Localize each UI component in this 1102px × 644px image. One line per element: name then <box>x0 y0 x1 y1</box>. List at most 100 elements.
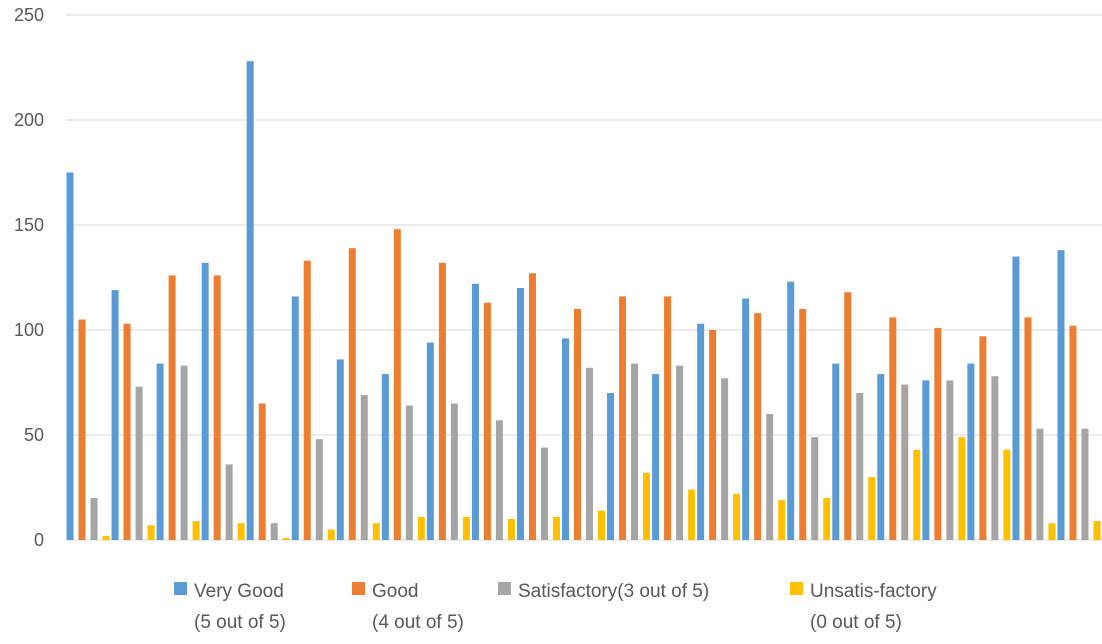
legend-label: Satisfactory(3 out of 5) <box>518 581 709 602</box>
bar-good-9 <box>438 262 446 540</box>
bar-satisfactory-3-out-of-5-1 <box>90 498 98 540</box>
y-tick-label: 250 <box>14 5 44 25</box>
legend: Very Good (5 out of 5) Good (4 out of 5) Sat… <box>174 581 937 633</box>
bars <box>66 61 1101 540</box>
legend-label-line2: (5 out of 5) <box>194 612 286 633</box>
bar-satisfactory-3-out-of-5-12 <box>586 367 593 540</box>
bar-good-16 <box>754 313 762 540</box>
bar-very-good-3 <box>156 363 164 540</box>
bar-unsatis-factory-8 <box>417 516 425 540</box>
bar-good-6 <box>303 260 311 540</box>
bar-good-18 <box>844 292 852 540</box>
bar-good-2 <box>123 323 131 540</box>
y-tick-label: 50 <box>24 425 44 445</box>
bar-unsatis-factory-11 <box>552 516 560 540</box>
bar-satisfactory-3-out-of-5-14 <box>676 365 684 540</box>
legend-label-line2: (4 out of 5) <box>372 612 464 633</box>
bar-very-good-20 <box>922 380 930 540</box>
bar-good-15 <box>709 330 717 540</box>
bar-very-good-2 <box>111 290 119 540</box>
bar-good-3 <box>168 275 176 540</box>
bar-satisfactory-3-out-of-5-23 <box>1081 428 1089 540</box>
bar-unsatis-factory-22 <box>1048 523 1056 540</box>
bar-satisfactory-3-out-of-5-19 <box>901 384 909 540</box>
bar-very-good-10 <box>471 283 479 540</box>
bar-good-11 <box>528 273 536 540</box>
bar-good-8 <box>393 229 401 540</box>
bar-satisfactory-3-out-of-5-6 <box>315 439 323 540</box>
bar-satisfactory-3-out-of-5-18 <box>856 393 864 540</box>
bar-unsatis-factory-2 <box>147 525 155 540</box>
bar-good-22 <box>1024 317 1032 540</box>
bar-very-good-5 <box>246 61 254 540</box>
bar-very-good-23 <box>1057 250 1065 540</box>
bar-unsatis-factory-17 <box>823 498 831 540</box>
bar-unsatis-factory-9 <box>462 516 470 540</box>
bar-satisfactory-3-out-of-5-4 <box>225 464 233 540</box>
bar-good-12 <box>574 309 581 540</box>
legend-swatch <box>498 582 511 595</box>
bar-very-good-7 <box>336 359 344 540</box>
bar-very-good-19 <box>877 374 885 540</box>
bar-good-4 <box>213 275 221 540</box>
y-tick-label: 100 <box>14 320 44 340</box>
bar-good-14 <box>664 296 672 540</box>
bar-unsatis-factory-3 <box>192 521 200 540</box>
bar-satisfactory-3-out-of-5-17 <box>811 437 819 540</box>
bar-satisfactory-3-out-of-5-2 <box>135 386 143 540</box>
y-tick-label: 150 <box>14 215 44 235</box>
bar-unsatis-factory-21 <box>1003 449 1011 540</box>
legend-item: Good (4 out of 5) <box>352 581 464 633</box>
bar-unsatis-factory-10 <box>507 519 515 540</box>
y-axis-tick-labels: 0 50 100 150 200 250 <box>14 5 44 550</box>
bar-satisfactory-3-out-of-5-20 <box>946 380 954 540</box>
bar-satisfactory-3-out-of-5-10 <box>495 420 503 540</box>
bar-very-good-14 <box>652 374 660 540</box>
bar-good-5 <box>258 403 266 540</box>
legend-swatch <box>790 582 803 595</box>
bar-satisfactory-3-out-of-5-9 <box>450 403 458 540</box>
legend-label: Very Good <box>194 581 284 602</box>
bar-very-good-1 <box>66 172 74 540</box>
bar-unsatis-factory-19 <box>913 449 921 540</box>
bar-good-10 <box>483 302 491 540</box>
bar-good-7 <box>348 248 356 540</box>
bar-unsatis-factory-5 <box>282 537 290 540</box>
bar-very-good-13 <box>607 393 615 540</box>
bar-satisfactory-3-out-of-5-11 <box>540 447 548 540</box>
bar-very-good-4 <box>201 262 209 540</box>
bar-very-good-16 <box>742 298 750 540</box>
bar-unsatis-factory-15 <box>733 493 741 540</box>
bar-satisfactory-3-out-of-5-16 <box>766 414 774 540</box>
bar-unsatis-factory-7 <box>372 523 380 540</box>
bar-very-good-11 <box>516 288 524 540</box>
bar-unsatis-factory-23 <box>1093 521 1101 540</box>
legend-swatch <box>174 582 187 595</box>
bar-good-17 <box>799 309 807 540</box>
legend-label: Good <box>372 581 418 602</box>
bar-good-23 <box>1069 325 1077 540</box>
bar-unsatis-factory-6 <box>327 529 335 540</box>
bar-unsatis-factory-13 <box>643 472 651 540</box>
bar-unsatis-factory-18 <box>868 477 876 540</box>
legend-item: Unsatis-factory (0 out of 5) <box>790 581 937 633</box>
bar-satisfactory-3-out-of-5-15 <box>721 378 729 540</box>
y-tick-label: 0 <box>34 530 44 550</box>
bar-very-good-22 <box>1012 256 1020 540</box>
bar-very-good-17 <box>787 281 795 540</box>
bar-satisfactory-3-out-of-5-8 <box>405 405 413 540</box>
bar-satisfactory-3-out-of-5-13 <box>631 363 639 540</box>
legend-item: Satisfactory(3 out of 5) <box>498 581 709 602</box>
legend-label-line2: (0 out of 5) <box>810 612 902 633</box>
legend-swatch <box>352 582 365 595</box>
bar-good-1 <box>78 319 86 540</box>
bar-very-good-8 <box>381 374 389 540</box>
bar-good-21 <box>979 336 987 540</box>
bar-very-good-21 <box>967 363 975 540</box>
legend-item: Very Good (5 out of 5) <box>174 581 286 633</box>
bar-satisfactory-3-out-of-5-22 <box>1036 428 1044 540</box>
bar-unsatis-factory-20 <box>958 437 966 540</box>
bar-very-good-15 <box>697 323 705 540</box>
